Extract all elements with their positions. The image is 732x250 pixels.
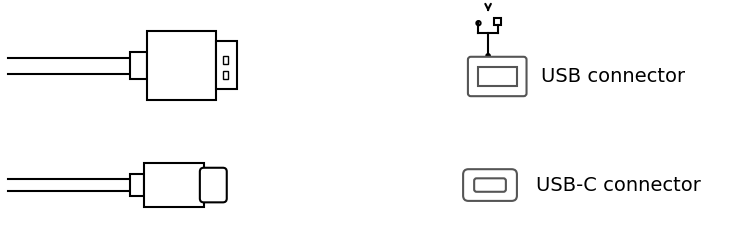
Bar	[223, 71, 228, 79]
Circle shape	[173, 76, 179, 80]
Bar	[223, 56, 228, 64]
Bar	[130, 52, 147, 79]
Bar	[144, 163, 203, 207]
FancyBboxPatch shape	[468, 57, 526, 96]
Text: USB connector: USB connector	[541, 67, 685, 86]
Text: ★: ★	[176, 64, 177, 66]
Bar	[494, 18, 501, 25]
Circle shape	[486, 54, 490, 58]
Bar	[182, 42, 187, 47]
FancyBboxPatch shape	[463, 169, 517, 201]
Bar	[216, 42, 237, 90]
FancyBboxPatch shape	[200, 168, 227, 202]
Text: USB-C connector: USB-C connector	[536, 176, 701, 195]
Bar	[477, 67, 517, 86]
Bar	[130, 174, 144, 196]
Bar	[147, 31, 216, 100]
FancyBboxPatch shape	[474, 178, 506, 192]
